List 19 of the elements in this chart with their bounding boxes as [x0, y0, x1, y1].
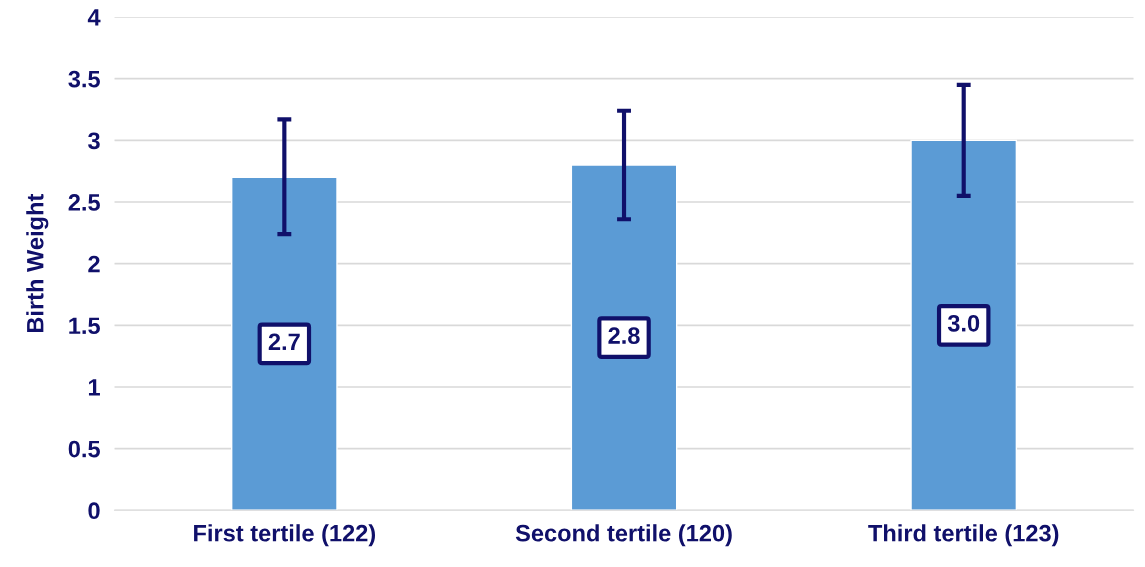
- bar: [570, 164, 678, 511]
- data-label: 3.0: [947, 314, 980, 332]
- y-tick-label: 3: [88, 132, 100, 150]
- data-label: 2.8: [608, 327, 640, 344]
- y-tick-label: 1: [88, 379, 100, 396]
- y-tick-label: 0.5: [68, 440, 100, 458]
- bar: [230, 176, 338, 511]
- y-tick-label: 3.5: [68, 70, 100, 88]
- x-tick-label: First tertile (122): [194, 524, 376, 547]
- x-tick-label: Second tertile (120): [515, 524, 732, 547]
- bar: [910, 139, 1018, 511]
- y-axis-title: Birth Weight: [26, 193, 49, 333]
- y-tick-label: 1.5: [69, 317, 100, 335]
- y-tick-label: 0: [88, 502, 100, 520]
- y-tick-label: 2: [88, 255, 100, 273]
- y-tick-label: 4: [87, 9, 101, 26]
- y-tick-label: 2.5: [68, 194, 100, 211]
- x-tick-label: Third tertile (123): [868, 524, 1059, 547]
- data-label: 2.7: [268, 333, 300, 350]
